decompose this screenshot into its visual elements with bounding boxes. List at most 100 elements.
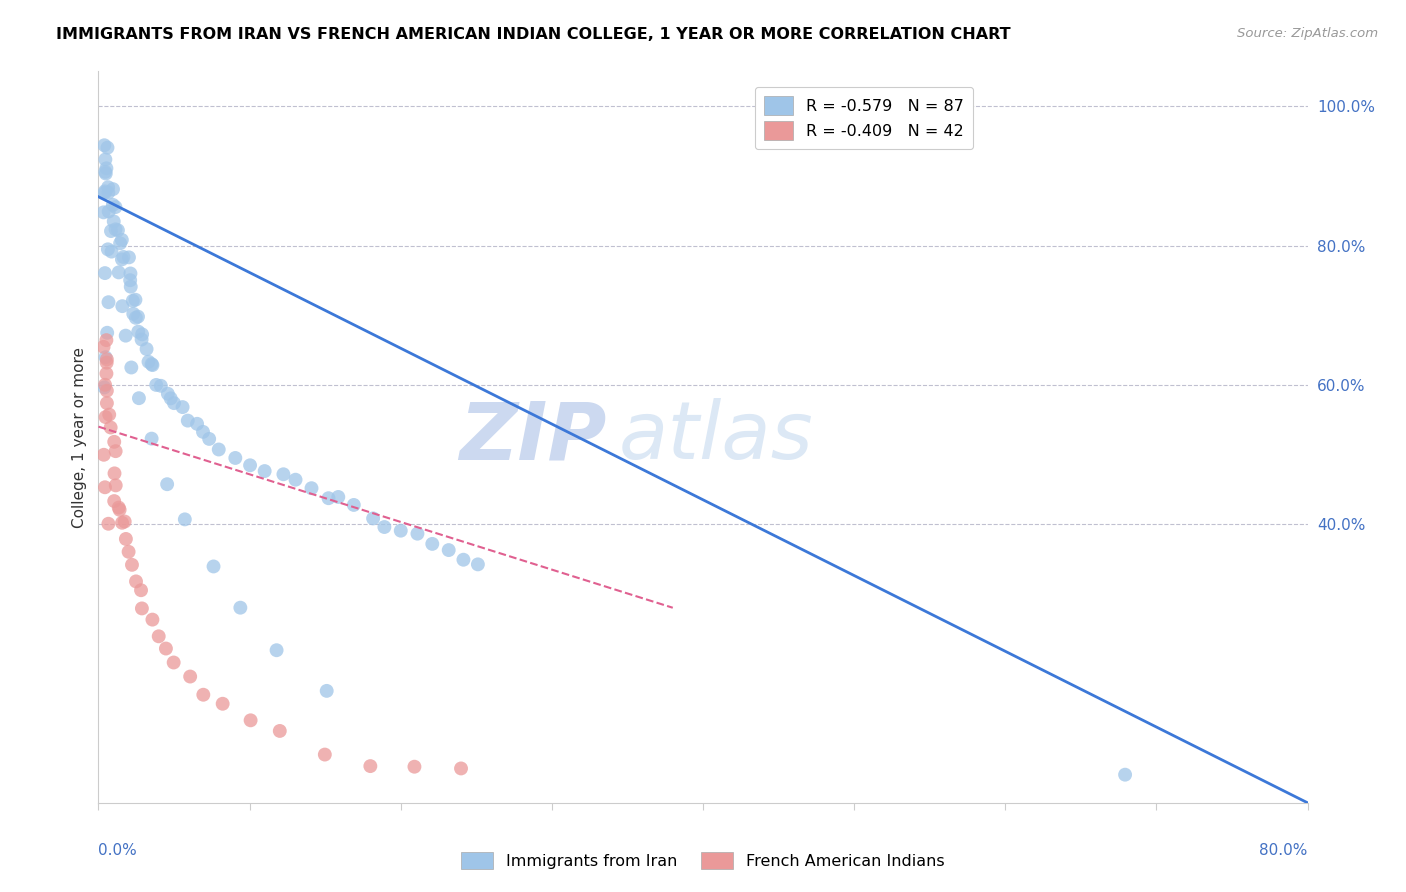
Legend: R = -0.579   N = 87, R = -0.409   N = 42: R = -0.579 N = 87, R = -0.409 N = 42 xyxy=(755,87,973,149)
Point xyxy=(141,613,163,627)
Point xyxy=(163,396,186,410)
Point xyxy=(96,326,118,340)
Point xyxy=(420,537,443,551)
Point xyxy=(239,458,262,473)
Point xyxy=(100,224,122,238)
Point xyxy=(120,267,142,281)
Point xyxy=(173,512,195,526)
Point xyxy=(467,558,489,572)
Point xyxy=(163,656,186,670)
Point xyxy=(101,182,124,196)
Point xyxy=(127,310,149,324)
Point xyxy=(145,378,167,392)
Point xyxy=(138,355,160,369)
Point xyxy=(108,503,131,517)
Point xyxy=(315,684,337,698)
Point xyxy=(112,250,135,264)
Point xyxy=(437,543,460,558)
Text: 0.0%: 0.0% xyxy=(98,843,138,858)
Point xyxy=(186,417,208,431)
Point xyxy=(103,467,125,481)
Point xyxy=(103,214,125,228)
Point xyxy=(97,295,120,310)
Point xyxy=(269,723,291,738)
Point xyxy=(94,266,117,280)
Point xyxy=(148,629,170,643)
Point xyxy=(94,165,117,179)
Point xyxy=(450,761,472,775)
Point xyxy=(121,293,143,308)
Point xyxy=(104,478,127,492)
Point xyxy=(96,161,118,176)
Point xyxy=(253,464,276,478)
Point xyxy=(98,408,121,422)
Point xyxy=(179,669,201,683)
Point xyxy=(301,481,323,495)
Point xyxy=(159,392,181,406)
Point xyxy=(93,205,115,219)
Point xyxy=(97,516,120,531)
Legend: Immigrants from Iran, French American Indians: Immigrants from Iran, French American In… xyxy=(456,846,950,875)
Point xyxy=(117,545,139,559)
Point xyxy=(211,697,233,711)
Point xyxy=(284,473,307,487)
Point xyxy=(96,352,118,367)
Point xyxy=(318,491,340,506)
Point xyxy=(124,293,146,307)
Point xyxy=(131,327,153,342)
Point xyxy=(100,420,122,434)
Point xyxy=(141,358,163,372)
Point xyxy=(328,490,350,504)
Point xyxy=(114,328,136,343)
Point xyxy=(361,511,384,525)
Point xyxy=(389,524,412,538)
Point xyxy=(141,357,163,371)
Point xyxy=(96,367,118,381)
Point xyxy=(103,494,125,508)
Point xyxy=(94,350,117,364)
Point xyxy=(120,360,142,375)
Point xyxy=(141,432,163,446)
Point xyxy=(127,325,149,339)
Point xyxy=(111,516,134,530)
Text: ZIP: ZIP xyxy=(458,398,606,476)
Point xyxy=(93,340,115,354)
Point xyxy=(93,380,115,394)
Point xyxy=(198,432,221,446)
Point xyxy=(202,559,225,574)
Point xyxy=(359,759,381,773)
Point xyxy=(273,467,295,482)
Point xyxy=(114,515,136,529)
Point xyxy=(172,400,194,414)
Point xyxy=(135,342,157,356)
Point xyxy=(96,333,118,347)
Point xyxy=(93,186,115,200)
Point xyxy=(177,414,200,428)
Point xyxy=(239,714,262,728)
Point xyxy=(94,480,117,494)
Point xyxy=(94,377,117,392)
Point xyxy=(97,204,120,219)
Point xyxy=(406,526,429,541)
Point xyxy=(104,222,127,236)
Point xyxy=(121,558,143,572)
Point xyxy=(193,688,215,702)
Point xyxy=(115,532,138,546)
Point xyxy=(224,450,246,465)
Point xyxy=(111,252,134,267)
Point xyxy=(100,244,122,259)
Point xyxy=(229,600,252,615)
Point xyxy=(314,747,336,762)
Text: atlas: atlas xyxy=(619,398,813,476)
Point xyxy=(155,641,177,656)
Point xyxy=(120,273,142,287)
Point xyxy=(108,236,131,251)
Point xyxy=(1114,767,1136,781)
Point xyxy=(118,251,141,265)
Y-axis label: College, 1 year or more: College, 1 year or more xyxy=(72,347,87,527)
Point xyxy=(149,379,172,393)
Point xyxy=(96,141,118,155)
Point xyxy=(111,299,134,313)
Point xyxy=(97,243,120,257)
Text: 80.0%: 80.0% xyxy=(1260,843,1308,858)
